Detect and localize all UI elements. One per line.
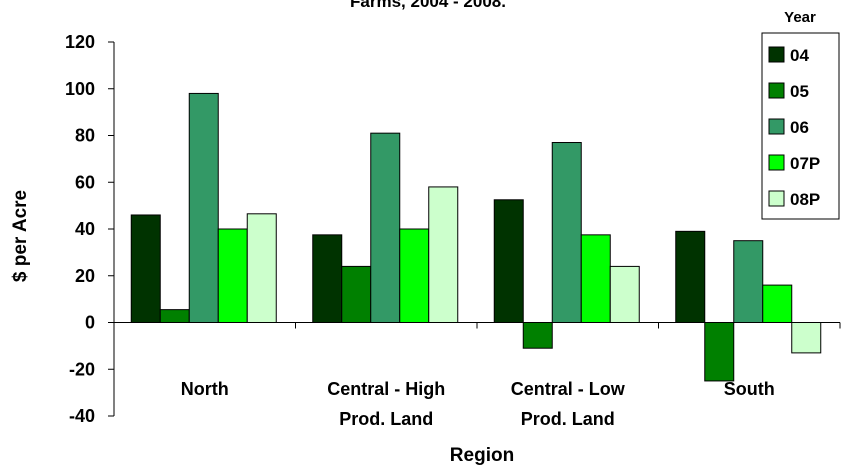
bar [217, 228, 248, 323]
legend-label: 07P [790, 154, 820, 173]
y-tick-label: 100 [65, 79, 95, 99]
bar [246, 213, 277, 323]
bar [159, 309, 190, 323]
y-tick-label: -40 [69, 406, 95, 426]
y-tick-label: -20 [69, 359, 95, 379]
x-axis-tick-labels: North Central - High Prod. Land Central - L… [181, 379, 775, 429]
x-tick-label: Central - High [327, 379, 445, 399]
bar [341, 265, 372, 323]
bar [399, 228, 430, 323]
x-tick-label: Central - Low [511, 379, 626, 399]
x-tick-label: South [724, 379, 775, 399]
legend-swatch [768, 118, 785, 135]
y-tick-label: 40 [75, 219, 95, 239]
bar [493, 199, 524, 323]
bar-marks [130, 92, 822, 382]
legend: Year 04 05 06 07P 08P [761, 9, 840, 220]
bar [130, 214, 161, 324]
y-axis-ticks: -40 -20 0 20 40 60 80 100 120 [65, 32, 114, 426]
bar [428, 186, 459, 323]
y-tick-label: 120 [65, 32, 95, 52]
bar [580, 234, 611, 323]
x-tick-label: North [181, 379, 229, 399]
y-tick-label: 60 [75, 172, 95, 192]
legend-label: 08P [790, 190, 820, 209]
bar [704, 322, 735, 382]
y-tick-label: 20 [75, 266, 95, 286]
bar [762, 284, 793, 324]
bar [551, 142, 582, 323]
bar [609, 265, 640, 323]
y-axis-title: $ per Acre [10, 190, 31, 282]
legend-label: 06 [790, 118, 809, 137]
axes [113, 42, 841, 416]
legend-label: 04 [790, 46, 809, 65]
bar [188, 92, 219, 323]
legend-swatch [768, 154, 785, 171]
legend-label: 05 [790, 82, 809, 101]
x-tick-label: Prod. Land [339, 409, 433, 429]
bar [370, 132, 401, 323]
chart-title: Farms, 2004 - 2008. [350, 0, 506, 11]
bar [791, 322, 822, 354]
x-axis-title: Region [450, 445, 514, 466]
bar [733, 240, 764, 323]
legend-title: Year [784, 9, 816, 26]
bar [675, 230, 706, 323]
y-tick-label: 0 [85, 313, 95, 333]
legend-swatch [768, 82, 785, 99]
bar [312, 234, 343, 323]
x-tick-label: Prod. Land [521, 409, 615, 429]
legend-swatch [768, 46, 785, 63]
bar [522, 322, 553, 349]
legend-swatch [768, 190, 785, 207]
y-tick-label: 80 [75, 126, 95, 146]
